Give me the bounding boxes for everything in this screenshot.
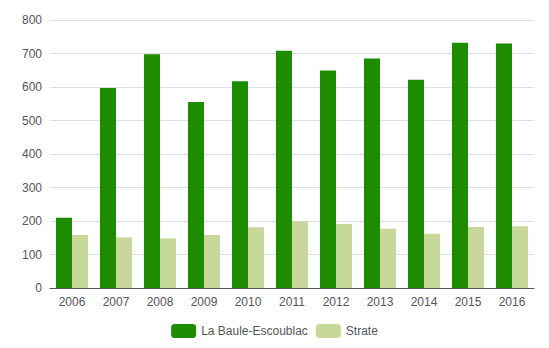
svg-text:2006: 2006 bbox=[59, 295, 86, 309]
svg-text:2010: 2010 bbox=[235, 295, 262, 309]
svg-text:2013: 2013 bbox=[367, 295, 394, 309]
svg-text:0: 0 bbox=[35, 281, 42, 295]
svg-text:2011: 2011 bbox=[279, 295, 305, 309]
svg-text:2016: 2016 bbox=[499, 295, 526, 309]
svg-text:800: 800 bbox=[22, 13, 42, 27]
svg-text:100: 100 bbox=[22, 248, 42, 262]
svg-text:700: 700 bbox=[22, 47, 42, 61]
svg-text:Strate: Strate bbox=[346, 324, 378, 338]
svg-text:La Baule-Escoublac: La Baule-Escoublac bbox=[201, 324, 308, 338]
svg-text:2015: 2015 bbox=[455, 295, 482, 309]
svg-text:400: 400 bbox=[22, 147, 42, 161]
svg-text:2009: 2009 bbox=[191, 295, 218, 309]
svg-text:500: 500 bbox=[22, 114, 42, 128]
svg-text:200: 200 bbox=[22, 214, 42, 228]
svg-text:2008: 2008 bbox=[147, 295, 174, 309]
svg-text:600: 600 bbox=[22, 80, 42, 94]
svg-text:2014: 2014 bbox=[411, 295, 438, 309]
svg-text:2007: 2007 bbox=[103, 295, 130, 309]
svg-text:2012: 2012 bbox=[323, 295, 350, 309]
svg-text:300: 300 bbox=[22, 181, 42, 195]
